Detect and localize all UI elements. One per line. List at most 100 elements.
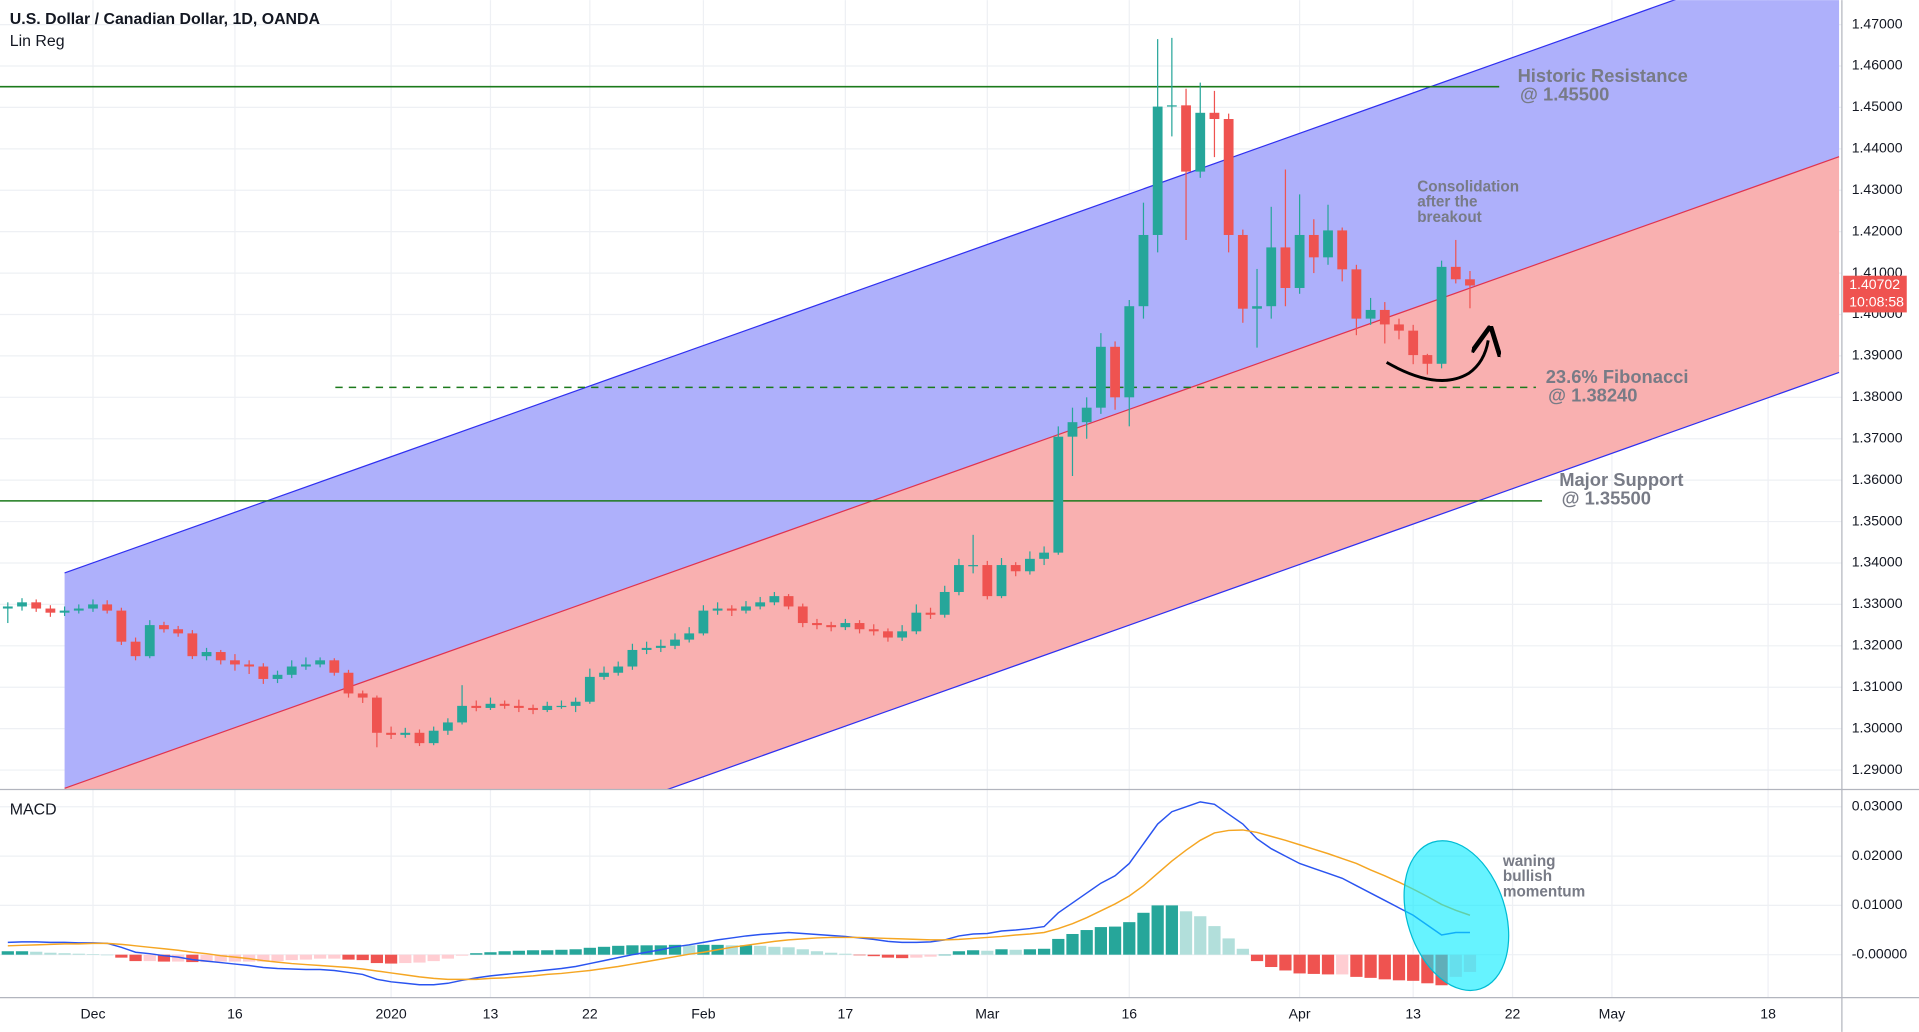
level-name: Major Support [1559,469,1683,490]
histogram-bar [1080,930,1093,955]
candle-body [1223,119,1234,235]
histogram-bar [583,947,596,955]
candle-body [1351,269,1362,319]
histogram-bar [58,953,71,955]
histogram-bar [1222,938,1235,955]
histogram-bar [1250,954,1264,962]
histogram-bar [555,949,568,955]
x-tick-label: 13 [1405,1005,1421,1021]
y-tick-label: 1.30000 [1852,719,1903,735]
candle-body [741,606,751,611]
candle-body [641,647,652,650]
candle-body [584,676,595,702]
histogram-bar [72,953,85,955]
histogram-bar [1208,926,1221,955]
candle-body [17,602,27,607]
histogram-bar [455,954,469,956]
histogram-bar [810,951,824,955]
histogram-bar [1023,949,1037,955]
histogram-bar [1179,911,1193,955]
candle-body [982,565,993,597]
candle-body [712,608,723,611]
annotation: waning [1502,853,1556,870]
histogram-bar [1364,954,1377,978]
histogram-bar [952,951,966,955]
candle-body [1138,234,1149,307]
candle-body [840,623,851,628]
y-tick-label: 0.01000 [1852,896,1903,912]
candle-body [1308,234,1319,258]
histogram-bar [1279,954,1292,971]
histogram-bar [1151,905,1164,955]
histogram-bar [1137,912,1150,955]
y-tick-label: 1.38000 [1852,388,1903,404]
channel-middle-line [64,156,1840,789]
histogram-bar [115,954,128,958]
candle-body [1039,552,1049,559]
candle-body [1422,355,1433,364]
histogram-bar [427,954,440,962]
level-name: Historic Resistance [1518,65,1688,86]
candle-body [1025,558,1035,572]
histogram-bar [597,946,611,955]
candle-body [542,705,553,711]
candle-body [272,674,283,679]
candle-body [144,625,155,657]
histogram-bar [356,954,369,961]
histogram-bar [1307,954,1320,974]
candle-body [485,703,496,708]
levels [0,85,1543,502]
histogram-bar [214,954,227,962]
histogram-bar [1392,954,1406,981]
histogram-bar [668,944,682,955]
histogram-bar [541,950,554,955]
macd-line [7,829,1471,981]
annotation: bullish [1503,868,1552,885]
histogram-bar [768,946,781,955]
countdown-label: 10:08:58 [1849,293,1904,309]
candle-body [1081,407,1092,423]
candle-body [769,596,780,603]
candle-body [230,660,240,665]
candle-body [130,641,141,657]
y-tick-label: 0.03000 [1852,798,1903,814]
candle-body [88,604,98,609]
histogram-bar [569,949,582,955]
highlight-ellipse [1403,840,1510,992]
histogram-bar [612,945,625,955]
x-tick-label: 13 [483,1005,499,1021]
histogram-bar [640,945,653,955]
x-tick-label: 17 [838,1005,854,1021]
y-tick-label: 0.02000 [1852,847,1903,863]
candle-body [627,649,638,667]
candle-body [556,705,567,708]
histogram-bar [200,954,213,963]
histogram-bar [172,954,185,962]
y-tick-label: 1.32000 [1852,637,1903,653]
y-tick-label: 1.42000 [1852,222,1903,238]
candle-body [1323,230,1333,258]
candle-body [1337,230,1348,270]
candle-body [499,703,510,706]
histogram-bar [725,945,738,955]
chart-title: U.S. Dollar / Canadian Dollar, 1D, OANDA [10,11,321,28]
histogram-bar [1123,922,1136,955]
candle-body [1195,112,1206,172]
candle-body [1067,422,1078,437]
candle-body [31,602,42,609]
candle-body [1010,565,1021,572]
candle-body [2,606,13,609]
candle-body [1152,106,1163,235]
annotation: after the [1417,194,1477,211]
candle-body [897,631,908,638]
candle-body [826,625,837,628]
histogram-bar [910,954,923,958]
histogram-bar [15,951,29,955]
macd-pane [1,801,1477,986]
candle-body [670,639,680,646]
level-name: 23.6% Fibonacci [1546,366,1689,387]
histogram-bar [1165,905,1178,955]
x-tick-label: 22 [1505,1005,1521,1021]
candle-body [1252,306,1262,309]
